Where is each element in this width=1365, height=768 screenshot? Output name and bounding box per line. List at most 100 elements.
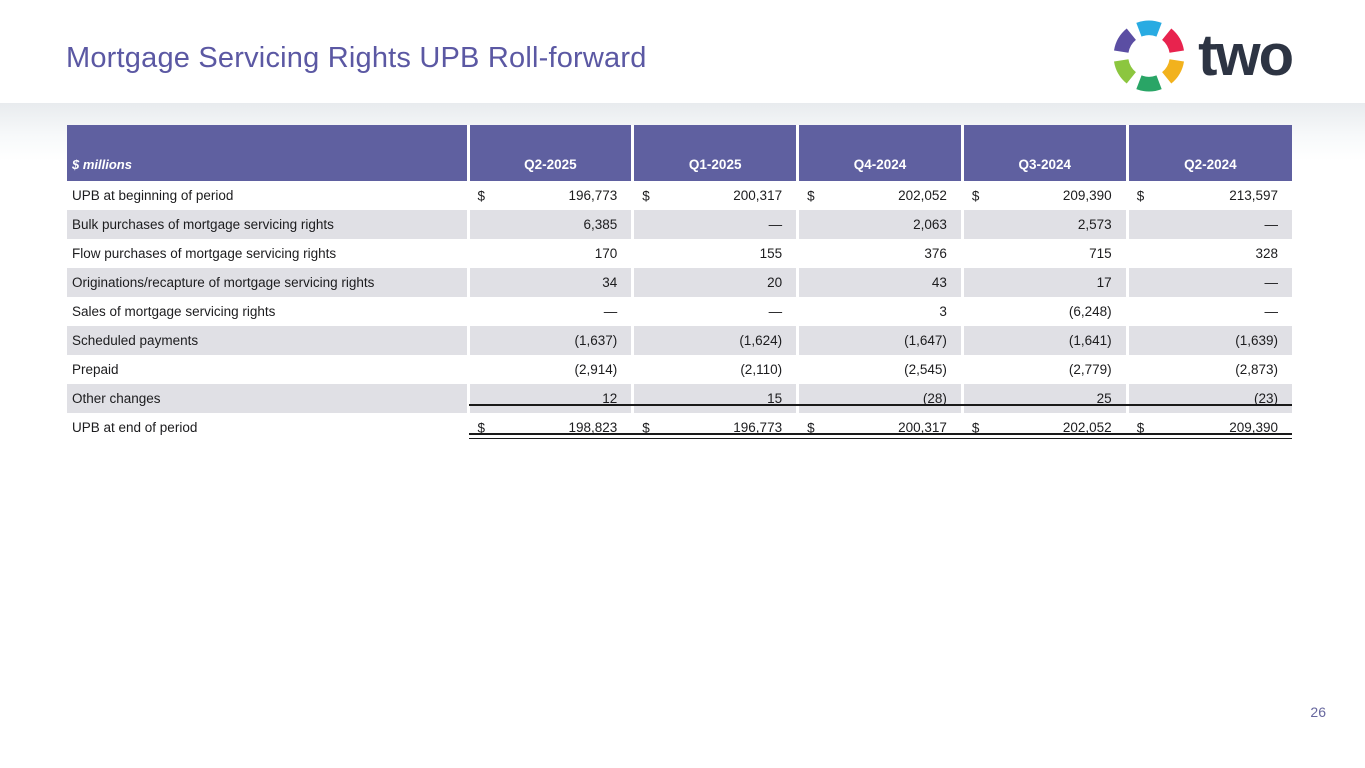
table-row: Prepaid (2,914) (2,110) (2,545) (2,779) (2,87… (67, 355, 1292, 384)
table-header-row: $ millions Q2-2025 Q1-2025 Q4-2024 Q3-2024 Q… (67, 125, 1292, 181)
cell-value: $209,390 (1127, 413, 1292, 442)
cell-number: — (1264, 217, 1279, 232)
page-title: Mortgage Servicing Rights UPB Roll-forwa… (66, 42, 647, 74)
cell-number: 202,052 (898, 188, 947, 203)
cell-number: (1,647) (904, 333, 947, 348)
dollar-sign: $ (1136, 420, 1145, 435)
cell-value: 6,385 (468, 210, 635, 239)
row-label: UPB at beginning of period (67, 181, 470, 210)
company-logo: two (1113, 20, 1294, 92)
logo-arm-upper-right-icon (1161, 28, 1185, 54)
cell-number: — (603, 304, 618, 319)
dollar-sign: $ (1136, 188, 1145, 203)
dollar-sign: $ (642, 420, 650, 435)
cell-number: — (1264, 275, 1279, 290)
cell-number: — (1264, 304, 1279, 319)
page-number: 26 (1310, 704, 1326, 720)
logo-mark (1114, 20, 1185, 92)
dollar-sign: $ (807, 188, 815, 203)
cell-number: 209,390 (1229, 420, 1278, 435)
dollar-sign: $ (477, 188, 486, 203)
logo-wordmark: two (1198, 23, 1294, 88)
cell-value: 170 (468, 239, 635, 268)
cell-number: (2,873) (1235, 362, 1278, 377)
cell-value: — (632, 297, 800, 326)
cell-value: 155 (632, 239, 800, 268)
cell-value: 2,573 (962, 210, 1129, 239)
column-header: Q3-2024 (962, 125, 1129, 181)
cell-value: (2,779) (962, 355, 1129, 384)
logo-arm-lower-left-icon (1114, 58, 1137, 84)
cell-number: — (768, 304, 783, 319)
cell-value: 20 (632, 268, 800, 297)
row-label: Prepaid (67, 355, 470, 384)
cell-number: 376 (924, 246, 947, 261)
cell-value: (23) (1127, 384, 1292, 413)
logo-arm-bottom-icon (1136, 75, 1162, 92)
total-rule-bottom (469, 437, 1292, 439)
table-row: Other changes 12 15 (28) 25 (23) (67, 384, 1292, 413)
cell-number: (1,624) (739, 333, 783, 348)
cell-number: 20 (767, 275, 783, 290)
cell-number: 15 (767, 391, 783, 406)
upb-rollforward-table: $ millions Q2-2025 Q1-2025 Q4-2024 Q3-2024 Q… (67, 125, 1292, 443)
cell-value: (2,110) (632, 355, 800, 384)
cell-value: — (1127, 297, 1292, 326)
row-label: Other changes (67, 384, 470, 413)
cell-number: (1,637) (574, 333, 618, 348)
cell-number: 170 (594, 246, 618, 261)
column-header: Q4-2024 (797, 125, 964, 181)
table-row: Bulk purchases of mortgage servicing rig… (67, 210, 1292, 239)
row-label: Scheduled payments (67, 326, 470, 355)
cell-value: (1,647) (797, 326, 964, 355)
cell-value: (6,248) (962, 297, 1129, 326)
cell-number: 3 (939, 304, 947, 319)
cell-value: — (468, 297, 635, 326)
row-label: UPB at end of period (67, 413, 470, 442)
dollar-sign: $ (971, 420, 980, 435)
cell-value: (1,639) (1127, 326, 1292, 355)
cell-number: 198,823 (568, 420, 618, 435)
cell-value: (28) (797, 384, 964, 413)
dollar-sign: $ (971, 188, 980, 203)
table-body: UPB at beginning of period $196,773 $200,3… (67, 181, 1292, 442)
cell-number: (2,110) (740, 362, 783, 377)
cell-value: — (1127, 268, 1292, 297)
cell-value: 15 (632, 384, 800, 413)
cell-number: 25 (1096, 391, 1112, 406)
cell-number: 43 (931, 275, 947, 290)
cell-number: (1,641) (1068, 333, 1112, 348)
cell-number: 6,385 (583, 217, 618, 232)
cell-value: (1,624) (632, 326, 800, 355)
row-label: Flow purchases of mortgage servicing rig… (67, 239, 470, 268)
column-header: Q2-2025 (468, 125, 635, 181)
cell-value: $209,390 (962, 181, 1129, 210)
cell-value: 2,063 (797, 210, 964, 239)
subtotal-rule (469, 404, 1292, 406)
cell-number: 196,773 (733, 420, 783, 435)
cell-number: (28) (922, 391, 947, 406)
row-label: Bulk purchases of mortgage servicing rig… (67, 210, 470, 239)
cell-number: (23) (1253, 391, 1278, 406)
cell-number: 200,317 (733, 188, 783, 203)
cell-number: (2,914) (574, 362, 618, 377)
cell-number: 2,063 (913, 217, 947, 232)
cell-number: 715 (1089, 246, 1112, 261)
logo-arm-lower-right-icon (1161, 58, 1185, 84)
cell-number: (6,248) (1068, 304, 1112, 319)
table-row: Originations/recapture of mortgage servi… (67, 268, 1292, 297)
row-label: Sales of mortgage servicing rights (67, 297, 470, 326)
cell-value: (2,873) (1127, 355, 1292, 384)
cell-number: 155 (759, 246, 783, 261)
cell-value: $213,597 (1127, 181, 1292, 210)
cell-value: (1,641) (962, 326, 1129, 355)
cell-value: $196,773 (632, 413, 800, 442)
cell-value: 12 (468, 384, 635, 413)
cell-value: 25 (962, 384, 1129, 413)
unit-label: $ millions (67, 125, 470, 181)
table-row: Scheduled payments (1,637) (1,624) (1,647) (… (67, 326, 1292, 355)
cell-number: 328 (1255, 246, 1278, 261)
cell-value: 43 (797, 268, 964, 297)
cell-number: 2,573 (1077, 217, 1112, 232)
